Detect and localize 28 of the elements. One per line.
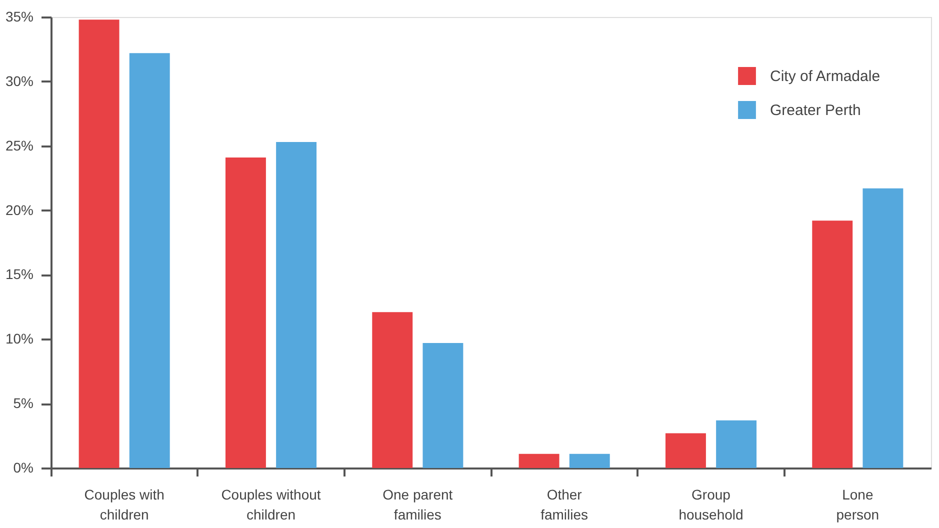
x-tick-label: Couples with children — [84, 486, 164, 522]
y-tick-label: 0% — [13, 460, 34, 476]
x-tick-label: Other families — [540, 486, 588, 522]
bar — [225, 157, 266, 468]
y-tick-label: 10% — [5, 330, 34, 347]
legend-label: City of Armadale — [770, 68, 880, 85]
legend-label: Greater Perth — [770, 102, 861, 119]
bar — [276, 142, 317, 468]
y-tick-label: 35% — [5, 8, 34, 24]
y-tick-label: 15% — [5, 266, 34, 282]
y-tick-label: 30% — [5, 72, 34, 89]
y-tick-label: 20% — [5, 202, 34, 218]
bar — [372, 312, 413, 468]
bar — [129, 53, 170, 468]
bar — [716, 420, 757, 468]
bar — [569, 454, 610, 468]
bar — [422, 343, 464, 468]
bar — [518, 454, 560, 468]
bar — [812, 220, 853, 468]
y-tick-label: 5% — [13, 395, 34, 412]
y-tick-label: 25% — [5, 137, 34, 154]
x-tick-label: Lone person — [836, 486, 880, 522]
bar — [862, 188, 904, 468]
bar — [665, 433, 706, 468]
bar — [78, 20, 120, 468]
x-tick-label: One parent families — [382, 486, 453, 522]
x-tick-label: Group household — [678, 486, 744, 522]
x-tick-label: Couples without children — [221, 486, 321, 522]
